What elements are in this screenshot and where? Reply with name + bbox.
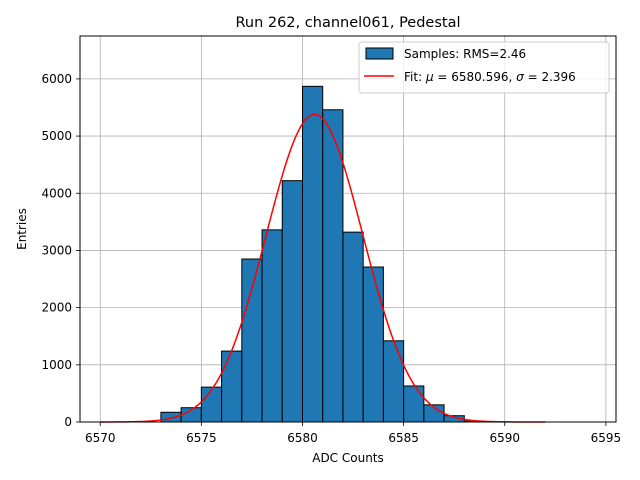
histogram-bar [403, 385, 425, 423]
histogram-bar [160, 411, 182, 423]
chart-title: Run 262, channel061, Pedestal [235, 15, 460, 31]
y-tick-label: 5000 [41, 129, 72, 143]
y-tick-label: 6000 [41, 72, 72, 86]
x-axis-label: ADC Counts [312, 451, 384, 465]
x-tick-label: 6580 [287, 431, 318, 445]
plot-frame [79, 35, 617, 423]
x-tick-label: 6575 [186, 431, 217, 445]
x-axis-ticks: 6570 6575 6580 6585 6590 6595 [85, 422, 621, 445]
histogram-bar [200, 386, 223, 423]
y-tick-label: 2000 [41, 301, 72, 315]
histogram-bar [342, 231, 364, 423]
y-tick-label: 4000 [41, 186, 72, 200]
legend: Samples: RMS=2.46 Fit: μ = 6580.596, σ =… [358, 41, 610, 94]
histogram-bar [301, 85, 324, 423]
histogram-bars [160, 85, 486, 423]
histogram-bar [221, 350, 243, 423]
x-tick-label: 6590 [489, 431, 520, 445]
x-tick-label: 6570 [85, 431, 116, 445]
y-tick-label: 3000 [41, 243, 72, 257]
legend-samples-label: Samples: RMS=2.46 [404, 47, 526, 61]
histogram-bar [322, 109, 344, 423]
y-axis-ticks: 0 1000 2000 3000 4000 5000 6000 [41, 72, 80, 429]
y-axis-label: Entries [15, 208, 29, 250]
fit-curve [100, 113, 546, 423]
legend-frame [358, 41, 610, 94]
legend-samples-swatch [365, 47, 394, 60]
histogram-bar [362, 266, 384, 423]
histogram-bar [241, 258, 263, 423]
x-tick-label: 6595 [591, 431, 622, 445]
histogram-bar [261, 229, 283, 423]
legend-fit-label: Fit: μ = 6580.596, σ = 2.396 [404, 70, 576, 84]
y-tick-label: 0 [64, 415, 72, 429]
x-tick-label: 6585 [388, 431, 419, 445]
histogram-bar [382, 340, 405, 423]
y-tick-label: 1000 [41, 358, 72, 372]
histogram-bar [281, 180, 303, 423]
